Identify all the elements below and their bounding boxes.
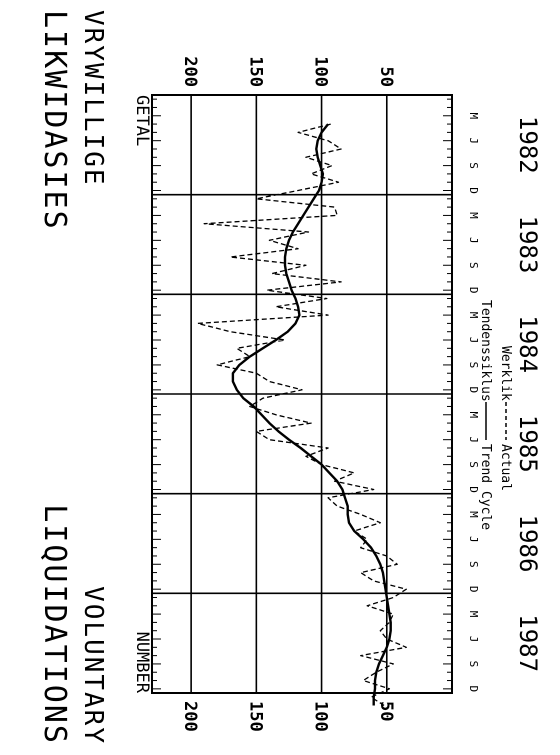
year-label: 1982 [514,116,542,174]
month-label: D [467,586,480,593]
month-label: S [467,162,480,169]
ylabel-left: GETAL [132,95,152,146]
legend-actual-af: Werklik [498,346,513,401]
ylabel-right: NUMBER [132,632,152,694]
ytick-label-left: 50 [376,67,396,87]
ytick-label-right: 100 [311,701,331,732]
month-label: D [467,187,480,194]
month-label: J [467,636,480,643]
title-en: LIQUIDATIONS [37,504,72,745]
month-label: M [467,511,480,518]
month-label: D [467,287,480,294]
title-af: LIKWIDASIES [37,10,72,231]
month-label: S [467,262,480,269]
year-label: 1985 [514,415,542,473]
month-label: J [467,137,480,144]
month-label: S [467,461,480,468]
ytick-label-right: 200 [180,701,200,732]
month-label: J [467,536,480,543]
legend-actual-en: Actual [498,444,513,491]
month-label: D [467,686,480,693]
month-label: S [467,561,480,568]
series-actual-line [197,123,407,707]
ytick-label-left: 150 [245,56,265,87]
month-label: S [467,362,480,369]
month-label: M [467,611,480,618]
month-label: J [467,237,480,244]
month-label: S [467,661,480,668]
year-label: 1986 [514,515,542,573]
subtitle-af: VRYWILLIGE [78,10,108,187]
ytick-label-left: 100 [311,56,331,87]
year-label: 1984 [514,315,542,373]
ytick-label-right: 50 [376,701,396,721]
month-label: M [467,411,480,418]
ytick-label-left: 200 [180,56,200,87]
month-label: M [467,212,480,219]
month-label: D [467,486,480,493]
year-label: 1983 [514,216,542,274]
series-trend-line [231,123,392,706]
month-label: M [467,312,480,319]
subtitle-en: VOLUNTARY [78,586,108,745]
legend-trend-af: Tendenssiklus [478,300,493,402]
month-label: D [467,387,480,394]
legend-trend-en: Trend Cycle [478,444,493,530]
month-label: J [467,436,480,443]
year-label: 1987 [514,614,542,672]
plot-area: 50 50 100 100 150 150 200 200 M J S D 1982 M J S D 1983 M J… [151,56,542,732]
month-label: M [467,112,480,119]
month-label: J [467,337,480,344]
ytick-label-right: 150 [245,701,265,732]
